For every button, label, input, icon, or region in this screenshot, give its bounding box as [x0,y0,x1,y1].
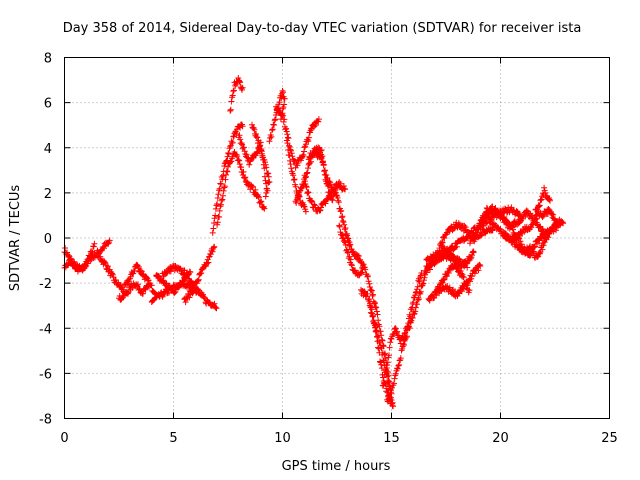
y-axis-label: SDTVAR / TECUs [8,185,23,292]
x-tick-label: 20 [492,431,509,446]
y-tick-label: 8 [44,52,52,67]
y-tick-labels: -8 -6 -4 -2 0 2 4 6 8 [39,52,52,428]
x-tick-labels: 0 5 10 15 20 25 [60,431,617,446]
y-tick-label: -2 [39,277,52,292]
sdtvar-series-markers [61,75,567,410]
chart-title: Day 358 of 2014, Sidereal Day-to-day VTE… [63,21,582,36]
x-tick-label: 25 [601,431,618,446]
y-tick-label: -8 [39,413,52,428]
y-tick-label: 2 [44,187,52,202]
x-axis-label: GPS time / hours [282,459,391,474]
y-tick-label: 6 [44,97,52,112]
plot-frame [64,57,610,419]
y-tick-label: -6 [39,367,52,382]
y-tick-label: -4 [39,322,52,337]
data-points [61,75,567,410]
x-tick-label: 0 [60,431,68,446]
x-tick-label: 5 [169,431,177,446]
grid [64,57,610,419]
x-tick-label: 10 [274,431,291,446]
y-tick-label: 0 [44,232,52,247]
y-tick-label: 4 [44,142,52,157]
x-tick-label: 15 [383,431,400,446]
